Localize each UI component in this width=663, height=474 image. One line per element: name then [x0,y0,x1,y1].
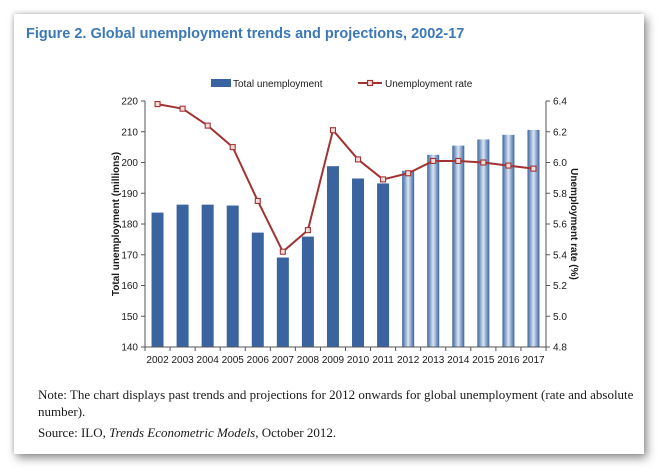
left-tick-label-140: 140 [121,343,138,354]
rate-point-2012 [405,170,412,177]
source-title: Trends Econometric Models [109,425,256,440]
rate-point-2011 [380,176,387,183]
left-tick-label-170: 170 [121,250,138,261]
bar-2005 [226,205,239,347]
bar-2009 [326,166,339,347]
rate-point-2003 [179,105,186,112]
right-tick-label-6.4: 6.4 [553,97,567,108]
rate-point-2015 [480,159,487,166]
bar-2008 [301,236,314,347]
bar-2004 [201,204,214,347]
bar-2010 [352,178,365,347]
left-axis: 140 150 160 170 180 190 200 210 220 [121,97,146,354]
bar-2016 [502,134,515,347]
legend-bar-label: Total unemployment [233,79,323,90]
right-tick-label-5.6: 5.6 [553,220,567,231]
right-tick-label-5.2: 5.2 [553,281,567,292]
right-tick-label-5.4: 5.4 [553,250,567,261]
right-tick-label-4.8: 4.8 [553,343,567,354]
rate-point-2017 [530,165,537,172]
rate-point-2016 [505,162,512,169]
x-tick-label-2014: 2014 [447,355,470,366]
x-tick-label-2012: 2012 [397,355,420,366]
right-tick-label-6.0: 6.0 [553,158,567,169]
source-suffix: , October 2012. [255,425,337,440]
plot-area [151,101,540,347]
x-tick-label-2009: 2009 [322,355,345,366]
x-tick-label-2005: 2005 [222,355,245,366]
legend-bar-swatch [211,79,231,87]
x-tick-label-2006: 2006 [247,355,270,366]
x-tick-label-2007: 2007 [272,355,295,366]
left-tick-label-210: 210 [121,127,138,138]
left-tick-label-200: 200 [121,158,138,169]
left-axis-title: Total unemployment (millions) [111,152,122,296]
bar-2013 [427,154,440,347]
bar-2012 [402,170,415,347]
rate-point-2009 [329,127,337,134]
x-tick-label-2017: 2017 [522,355,545,366]
bar-2014 [452,145,465,347]
x-tick-label-2008: 2008 [297,355,320,366]
right-tick-label-6.2: 6.2 [553,127,567,138]
right-axis: 4.8 5.0 5.2 5.4 5.6 5.8 6.0 6.2 6.4 [545,97,567,354]
figure-note: Note: The chart displays past trends and… [38,387,638,442]
x-tick-label-2016: 2016 [497,355,520,366]
x-tick-label-2003: 2003 [171,355,194,366]
rate-point-2005 [229,144,236,151]
bar-2017 [527,129,540,347]
x-axis: 2002 2003 2004 2005 2006 2007 2008 2009 2010 2011… [144,346,547,366]
rate-point-2010 [354,156,362,163]
bar-2007 [276,257,289,347]
legend-line-label: Unemployment rate [385,79,473,90]
rate-point-2006 [254,197,261,204]
x-tick-label-2002: 2002 [146,355,169,366]
x-tick-label-2010: 2010 [347,355,370,366]
rate-point-2014 [455,157,462,165]
figure-title: Figure 2. Global unemployment trends and… [26,26,465,42]
x-tick-label-2015: 2015 [472,355,495,366]
left-tick-label-190: 190 [121,189,138,200]
rate-point-2004 [204,122,211,129]
rate-point-2002 [154,101,161,108]
right-axis-title: Unemployment rate (%) [568,168,579,280]
bar-2015 [477,139,490,347]
left-tick-label-160: 160 [121,281,138,292]
x-tick-label-2013: 2013 [422,355,445,366]
rate-point-2013 [430,157,437,165]
left-tick-label-180: 180 [121,220,138,231]
rate-line [157,103,534,253]
rate-point-2007 [279,248,286,255]
legend-line-marker [366,79,374,87]
left-tick-label-220: 220 [121,97,138,108]
x-tick-label-2011: 2011 [372,355,394,366]
x-tick-label-2004: 2004 [197,355,220,366]
left-tick-label-150: 150 [121,312,138,323]
right-tick-label-5.8: 5.8 [553,189,567,200]
source-line: Source: ILO, Trends Econometric Models, … [38,425,638,442]
bar-2003 [176,204,189,347]
note-text: Note: The chart displays past trends and… [38,387,634,419]
rate-point-2008 [304,227,311,234]
legend: Total unemployment Unemployment rate [211,79,473,90]
right-tick-label-5.0: 5.0 [553,312,567,323]
bar-2011 [377,183,390,347]
bar-2006 [251,232,264,347]
bar-2002 [151,212,164,347]
source-prefix: Source: ILO, [38,425,110,440]
